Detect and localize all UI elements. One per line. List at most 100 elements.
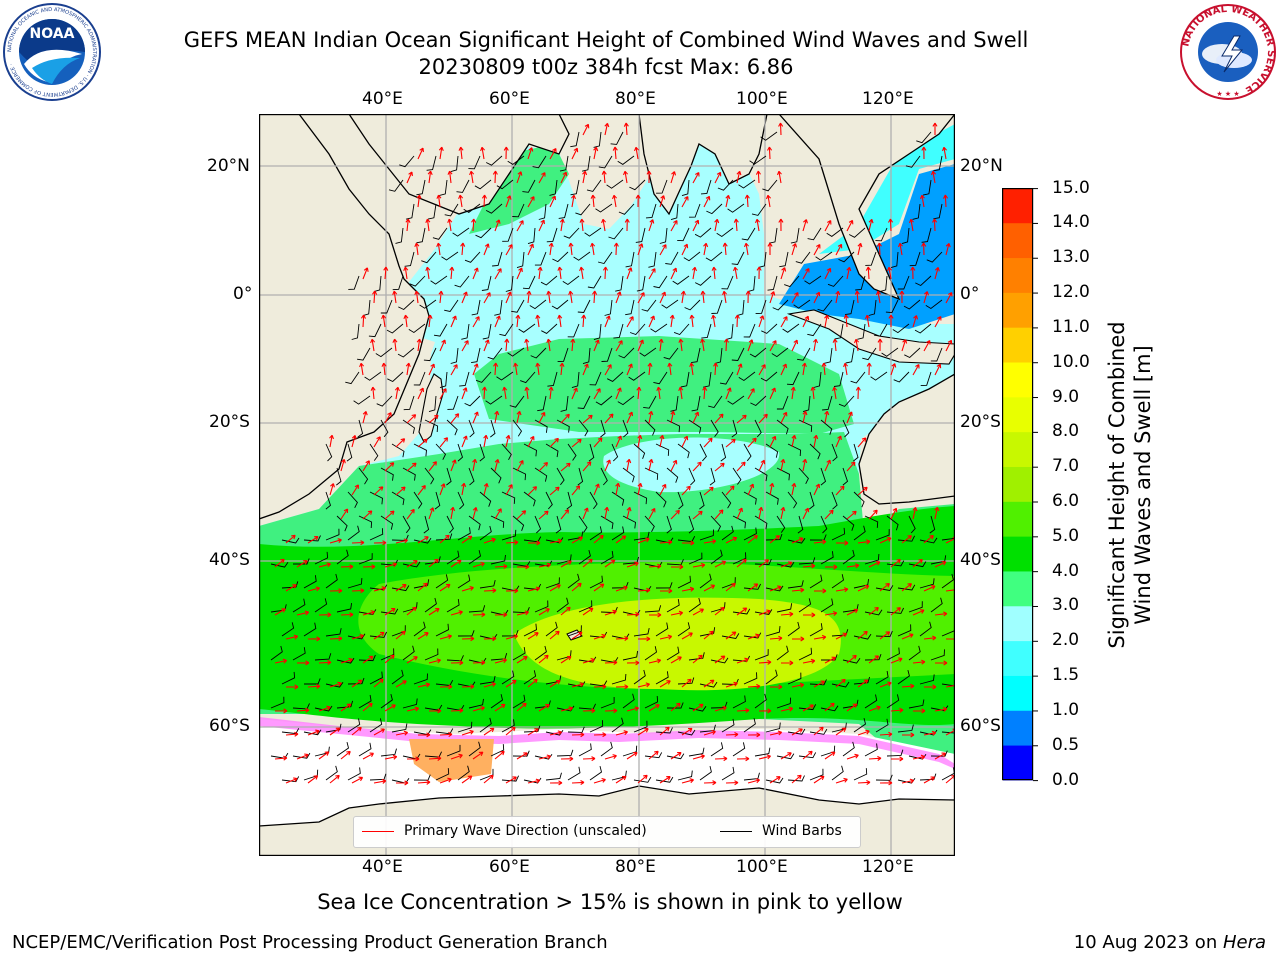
wind-barb xyxy=(577,395,591,409)
wind-barb xyxy=(677,491,684,510)
wave-arrow xyxy=(449,266,455,280)
wave-arrow xyxy=(615,291,622,304)
wind-barb xyxy=(886,560,905,567)
wind-barb xyxy=(369,631,388,638)
wave-arrow xyxy=(744,194,750,208)
wave-arrow xyxy=(417,682,431,688)
lat-right-40s: 40°S xyxy=(960,550,1001,570)
wave-arrow xyxy=(450,660,464,666)
wind-barb xyxy=(699,681,718,688)
wave-arrow xyxy=(428,658,441,664)
wave-arrow xyxy=(570,194,577,208)
wave-arrow xyxy=(505,484,513,496)
wave-arrow xyxy=(549,486,560,496)
wave-arrow xyxy=(405,218,411,232)
wind-barb xyxy=(441,251,459,261)
wind-barb xyxy=(853,491,865,508)
wind-barb xyxy=(546,227,558,243)
wind-barb xyxy=(691,395,701,412)
colorbar-bin xyxy=(1003,396,1033,433)
wind-barb xyxy=(912,203,921,220)
wind-barb xyxy=(765,533,783,541)
wave-arrow xyxy=(899,290,905,304)
wave-arrow xyxy=(615,535,627,544)
wind-barb xyxy=(743,672,758,685)
wave-arrow xyxy=(736,607,748,616)
wind-barb xyxy=(890,251,899,269)
ocean-high-band xyxy=(514,597,841,691)
wave-arrow xyxy=(527,778,541,784)
wave-arrow xyxy=(637,587,651,593)
wave-arrow xyxy=(526,290,532,304)
wind-barb xyxy=(688,597,701,613)
wave-arrow xyxy=(307,729,320,736)
wind-barb xyxy=(347,633,366,640)
wind-barb xyxy=(479,525,492,541)
wave-arrow xyxy=(373,728,385,736)
wind-barb xyxy=(523,725,541,733)
wave-arrow xyxy=(406,414,417,424)
wind-barb xyxy=(795,251,811,264)
wind-barb xyxy=(380,648,395,661)
wind-barb xyxy=(732,608,751,615)
wave-arrow xyxy=(736,363,743,376)
wave-arrow xyxy=(879,537,892,544)
wave-arrow xyxy=(340,564,354,570)
wind-barb xyxy=(875,227,888,242)
wave-arrow xyxy=(747,483,755,496)
wind-barb xyxy=(743,527,757,541)
wave-arrow xyxy=(450,753,463,760)
wind-barb xyxy=(670,395,679,412)
wind-barb xyxy=(512,419,523,437)
wind-barb xyxy=(604,299,613,316)
wave-arrow xyxy=(736,414,747,424)
wave-arrow xyxy=(373,586,386,592)
wind-barb xyxy=(751,203,767,216)
wind-barb xyxy=(600,741,613,757)
wind-barb xyxy=(916,131,932,144)
wave-arrow xyxy=(582,558,593,568)
wind-barb xyxy=(518,323,536,333)
wind-barb xyxy=(292,752,311,759)
wave-arrow xyxy=(395,438,406,448)
wave-arrow xyxy=(769,387,776,400)
wave-arrow xyxy=(427,314,433,328)
wave-arrow xyxy=(769,482,775,496)
wind-barb xyxy=(314,598,328,613)
wind-barb xyxy=(926,251,943,263)
wind-barb xyxy=(754,419,762,438)
wave-arrow xyxy=(802,268,810,280)
wind-barb xyxy=(743,772,760,781)
wave-arrow xyxy=(813,726,824,736)
wind-barb xyxy=(772,299,789,311)
wave-arrow xyxy=(901,339,908,352)
wind-barb xyxy=(853,768,868,781)
wind-barb xyxy=(855,275,866,291)
wind-barb xyxy=(325,491,332,510)
wind-barb xyxy=(611,526,625,541)
colorbar-bin xyxy=(1003,745,1033,781)
wave-arrow xyxy=(461,636,475,642)
wave-arrow xyxy=(689,362,695,376)
wind-barb xyxy=(709,467,716,486)
wave-arrow xyxy=(447,170,453,184)
wave-arrow xyxy=(615,730,628,736)
wind-barb xyxy=(490,467,502,484)
wave-arrow xyxy=(733,218,739,232)
wind-barb xyxy=(577,299,591,313)
wind-barb xyxy=(446,467,452,486)
wave-arrow xyxy=(406,560,418,568)
wave-arrow xyxy=(472,458,478,472)
wave-arrow xyxy=(516,171,523,184)
wind-barb xyxy=(613,323,624,339)
wind-barb xyxy=(666,467,679,483)
wind-barb xyxy=(625,251,635,268)
wind-barb xyxy=(336,657,355,664)
wave-arrow xyxy=(912,506,918,520)
wave-arrow xyxy=(307,636,321,642)
wind-barb xyxy=(446,419,458,436)
wave-arrow xyxy=(351,679,363,688)
wave-arrow xyxy=(703,679,715,688)
wave-arrow xyxy=(801,362,807,376)
wind-barb xyxy=(562,275,580,286)
